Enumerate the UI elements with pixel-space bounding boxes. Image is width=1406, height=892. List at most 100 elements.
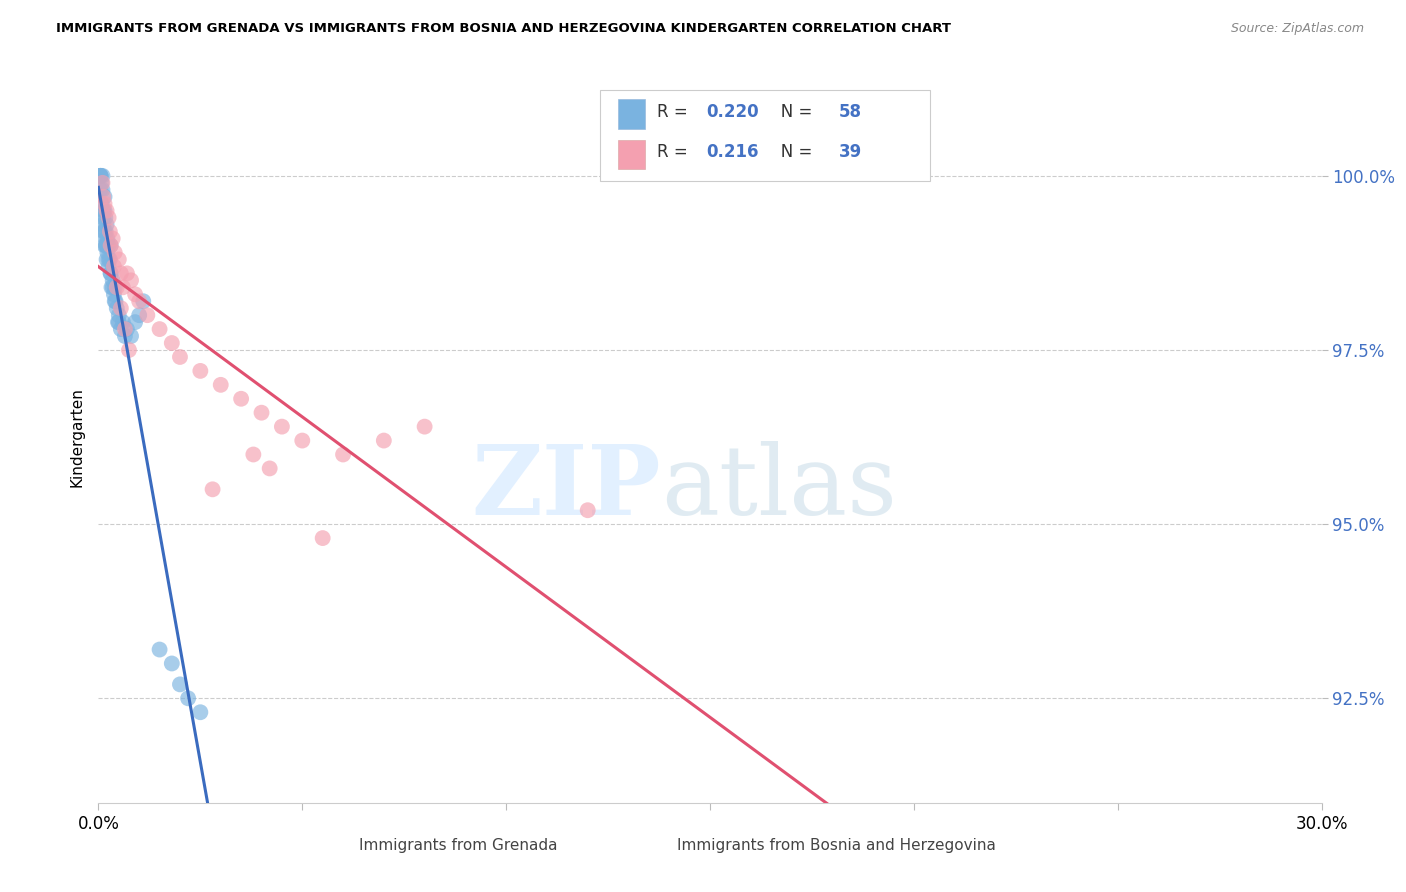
Point [108, 315, 131, 329]
Point [89, 169, 111, 183]
Text: N =: N = [765, 144, 818, 161]
Point [104, 294, 127, 309]
Point [104, 280, 127, 294]
Point [100, 238, 122, 252]
Point [91, 218, 114, 232]
Text: 0.216: 0.216 [706, 144, 759, 161]
Text: Source: ZipAtlas.com: Source: ZipAtlas.com [1230, 22, 1364, 36]
FancyBboxPatch shape [619, 140, 645, 169]
Point [93, 225, 115, 239]
Point [96, 252, 118, 267]
Point [98, 225, 121, 239]
Text: Immigrants from Bosnia and Herzegovina: Immigrants from Bosnia and Herzegovina [678, 838, 995, 854]
Point [101, 280, 124, 294]
Point [136, 308, 159, 322]
Point [89, 169, 111, 183]
Point [90, 176, 112, 190]
Point [115, 266, 138, 280]
Point [128, 294, 150, 309]
Point [101, 231, 124, 245]
Point [91, 169, 114, 183]
Point [104, 245, 127, 260]
Point [93, 203, 115, 218]
Point [373, 434, 395, 448]
Point [209, 377, 232, 392]
Point [291, 434, 314, 448]
Point [160, 336, 183, 351]
Point [107, 315, 129, 329]
Point [89, 183, 111, 197]
Point [90, 196, 112, 211]
Point [250, 406, 273, 420]
Point [149, 322, 172, 336]
Text: ZIP: ZIP [471, 442, 661, 535]
Point [118, 343, 141, 357]
Point [104, 294, 127, 309]
Point [108, 252, 131, 267]
Point [114, 329, 136, 343]
Point [94, 231, 117, 245]
Point [111, 315, 134, 329]
FancyBboxPatch shape [600, 90, 931, 181]
Text: R =: R = [658, 144, 693, 161]
Point [94, 211, 117, 225]
Point [105, 280, 128, 294]
Point [115, 322, 138, 336]
Text: N =: N = [765, 103, 818, 120]
Point [231, 392, 253, 406]
Point [169, 350, 191, 364]
Point [100, 266, 122, 280]
Point [96, 238, 118, 252]
Text: IMMIGRANTS FROM GRENADA VS IMMIGRANTS FROM BOSNIA AND HERZEGOVINA KINDERGARTEN C: IMMIGRANTS FROM GRENADA VS IMMIGRANTS FR… [56, 22, 952, 36]
Point [259, 461, 281, 475]
Text: R =: R = [658, 103, 693, 120]
Point [103, 287, 125, 301]
Point [96, 218, 118, 232]
Text: atlas: atlas [661, 442, 897, 535]
Point [160, 657, 183, 671]
Text: Immigrants from Grenada: Immigrants from Grenada [359, 838, 557, 854]
Point [188, 705, 212, 719]
Point [124, 315, 146, 329]
FancyBboxPatch shape [643, 838, 668, 855]
Point [100, 280, 122, 294]
Point [132, 294, 155, 309]
Text: 39: 39 [838, 144, 862, 161]
Point [97, 252, 120, 267]
Point [96, 231, 118, 245]
Point [93, 238, 115, 252]
Point [110, 266, 132, 280]
Point [97, 211, 120, 225]
Point [201, 483, 224, 497]
Point [103, 260, 125, 274]
Point [91, 176, 114, 190]
Point [332, 448, 354, 462]
Point [111, 280, 134, 294]
Point [149, 642, 172, 657]
Point [91, 203, 114, 218]
Point [91, 183, 114, 197]
Point [89, 169, 111, 183]
Point [413, 419, 436, 434]
Point [110, 301, 132, 316]
Point [169, 677, 191, 691]
Point [100, 266, 122, 280]
Point [128, 308, 150, 322]
Point [120, 273, 142, 287]
Point [96, 245, 118, 260]
Point [108, 308, 131, 322]
Text: 0.220: 0.220 [706, 103, 759, 120]
FancyBboxPatch shape [325, 838, 349, 855]
Point [177, 691, 200, 706]
FancyBboxPatch shape [619, 99, 645, 128]
Point [120, 329, 142, 343]
Point [97, 238, 120, 252]
Point [101, 273, 124, 287]
Point [94, 225, 117, 239]
Point [270, 419, 294, 434]
Point [114, 322, 136, 336]
Text: 58: 58 [838, 103, 862, 120]
Point [93, 190, 115, 204]
Point [91, 190, 114, 204]
Point [93, 196, 115, 211]
